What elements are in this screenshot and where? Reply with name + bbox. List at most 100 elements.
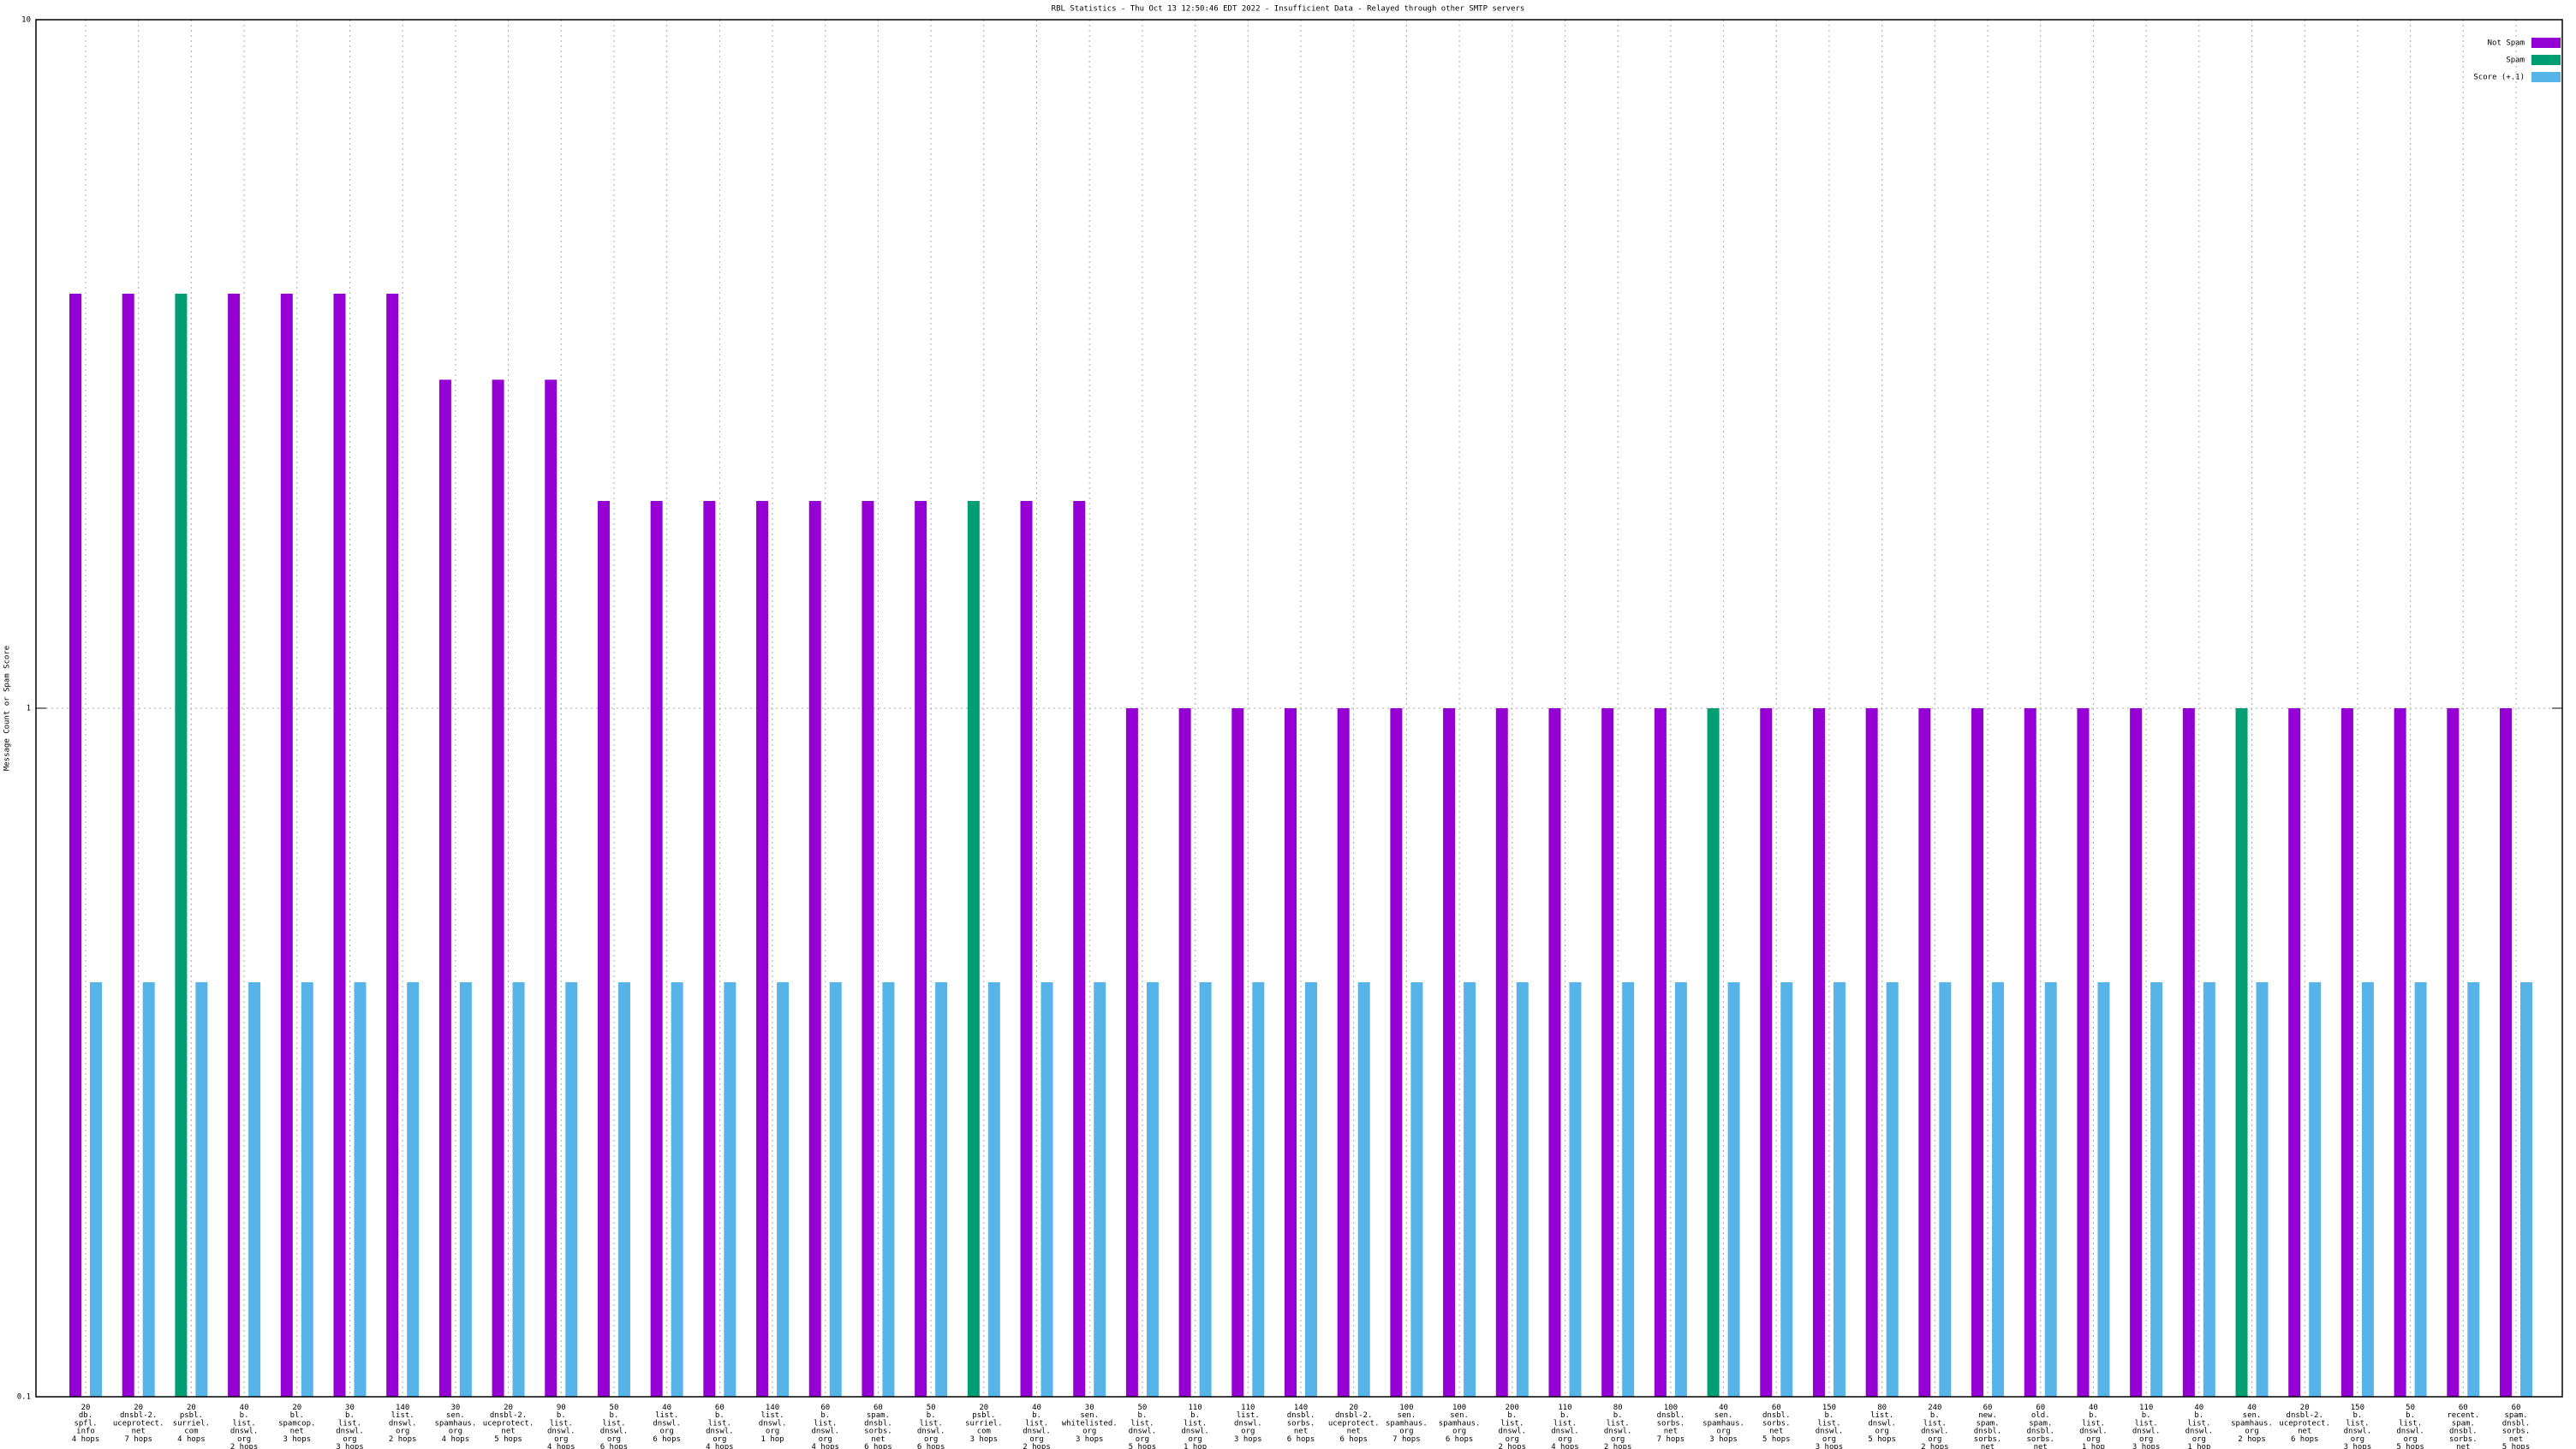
x-tick-label: 150 b. list. dnswl. org 3 hops bbox=[2344, 1404, 2372, 1449]
bar bbox=[565, 981, 578, 1397]
bar bbox=[2340, 708, 2353, 1397]
bar bbox=[386, 293, 399, 1398]
y-axis-label: Message Count or Spam Score bbox=[3, 646, 12, 771]
bar bbox=[703, 500, 716, 1397]
bar bbox=[1390, 708, 1403, 1397]
bar bbox=[1337, 708, 1350, 1397]
x-tick-label: 30 sen. spamhaus. org 4 hops bbox=[434, 1404, 476, 1444]
bar bbox=[1178, 708, 1191, 1397]
x-tick-label: 80 b. list. dnswl. org 2 hops bbox=[1604, 1404, 1632, 1449]
x-tick-label: 20 psbl. surriel. com 4 hops bbox=[173, 1404, 210, 1444]
bar bbox=[935, 981, 948, 1397]
bar bbox=[1780, 981, 1793, 1397]
x-tick-label: 200 b. list. dnswl. org 2 hops bbox=[1499, 1404, 1527, 1449]
bar bbox=[69, 293, 81, 1398]
x-tick-label: 100 sen. spamhaus. org 7 hops bbox=[1386, 1404, 1428, 1444]
x-tick-label: 50 b. list. dnswl. org 5 hops bbox=[1129, 1404, 1157, 1449]
bar bbox=[1992, 981, 2005, 1397]
x-tick-label: 110 list. dnswl. org 3 hops bbox=[1234, 1404, 1262, 1444]
bar bbox=[724, 981, 736, 1397]
legend-swatch bbox=[2531, 38, 2561, 48]
bar bbox=[1231, 708, 1244, 1397]
bar bbox=[280, 293, 293, 1398]
bar bbox=[1041, 981, 1053, 1397]
bar bbox=[512, 981, 525, 1397]
bar bbox=[2500, 708, 2512, 1397]
bar bbox=[1443, 708, 1456, 1397]
legend-label: Not Spam bbox=[2488, 39, 2525, 48]
bar bbox=[2077, 708, 2090, 1397]
bar bbox=[301, 981, 313, 1397]
bar bbox=[2520, 981, 2532, 1397]
bar bbox=[882, 981, 895, 1397]
bar bbox=[90, 981, 102, 1397]
bar bbox=[862, 500, 874, 1397]
bar bbox=[545, 379, 558, 1397]
bar bbox=[1125, 708, 1138, 1397]
bar bbox=[2288, 708, 2301, 1397]
bar bbox=[1833, 981, 1846, 1397]
x-tick-label: 140 dnsbl. sorbs. net 6 hops bbox=[1287, 1404, 1315, 1444]
bar bbox=[1622, 981, 1635, 1397]
x-tick-label: 110 b. list. dnswl. org 4 hops bbox=[1551, 1404, 1579, 1449]
chart-title: RBL Statistics - Thu Oct 13 12:50:46 EDT… bbox=[1052, 5, 1525, 14]
bar bbox=[1707, 708, 1720, 1397]
legend-label: Score (+.1) bbox=[2473, 74, 2525, 82]
bar bbox=[1464, 981, 1476, 1397]
x-tick-label: 60 spam. dnsbl. sorbs. net 6 hops bbox=[864, 1404, 892, 1449]
legend-swatch bbox=[2531, 72, 2561, 82]
bar bbox=[2414, 981, 2427, 1397]
bar bbox=[1199, 981, 1212, 1397]
x-tick-label: 90 b. list. dnswl. org 4 hops bbox=[547, 1404, 575, 1449]
bar bbox=[1410, 981, 1423, 1397]
legend-swatch bbox=[2531, 55, 2561, 65]
x-tick-label: 80 list. dnswl. org 5 hops bbox=[1868, 1404, 1896, 1444]
x-tick-label: 40 b. list. dnswl. org 2 hops bbox=[1023, 1404, 1051, 1449]
bar bbox=[2044, 981, 2057, 1397]
bar bbox=[2467, 981, 2480, 1397]
x-tick-label: 100 sen. spamhaus. org 6 hops bbox=[1439, 1404, 1481, 1444]
bar bbox=[2097, 981, 2110, 1397]
y-tick-label: 0.1 bbox=[17, 1393, 31, 1402]
bar bbox=[2309, 981, 2322, 1397]
x-tick-label: 40 sen. spamhaus. org 3 hops bbox=[1702, 1404, 1744, 1444]
bar bbox=[2394, 708, 2406, 1397]
x-tick-label: 140 list. dnswl. org 2 hops bbox=[389, 1404, 417, 1444]
bar bbox=[2203, 981, 2215, 1397]
x-tick-label: 110 b. list. dnswl. org 1 hop bbox=[1181, 1404, 1209, 1449]
bar bbox=[195, 981, 208, 1397]
bar bbox=[2130, 708, 2143, 1397]
bar bbox=[122, 293, 134, 1398]
bar bbox=[1727, 981, 1740, 1397]
x-tick-label: 150 b. list. dnswl. org 3 hops bbox=[1816, 1404, 1844, 1449]
bar bbox=[248, 981, 261, 1397]
bar bbox=[2361, 981, 2374, 1397]
x-tick-label: 40 sen. spamhaus. org 2 hops bbox=[2231, 1404, 2273, 1444]
bar bbox=[2447, 708, 2460, 1397]
bar bbox=[1865, 708, 1878, 1397]
x-tick-label: 140 list. dnswl. org 1 hop bbox=[759, 1404, 787, 1444]
x-tick-label: 60 b. list. dnswl. org 4 hops bbox=[706, 1404, 734, 1449]
bar bbox=[438, 379, 451, 1397]
x-tick-label: 40 b. list. dnswl. org 1 hop bbox=[2079, 1404, 2108, 1449]
x-tick-label: 20 db. spfl. info 4 hops bbox=[72, 1404, 100, 1444]
x-tick-label: 40 list. dnswl. org 6 hops bbox=[653, 1404, 681, 1444]
plot-frame bbox=[35, 19, 2563, 1398]
bar bbox=[808, 500, 821, 1397]
y-tick-label: 1 bbox=[27, 705, 31, 713]
bar bbox=[1252, 981, 1265, 1397]
bar bbox=[333, 293, 346, 1398]
bar bbox=[597, 500, 610, 1397]
bar bbox=[671, 981, 683, 1397]
bar bbox=[1601, 708, 1614, 1397]
x-tick-label: 60 dnsbl. sorbs. net 5 hops bbox=[1762, 1404, 1791, 1444]
bar bbox=[915, 500, 927, 1397]
y-tick-label: 10 bbox=[21, 16, 31, 25]
bar bbox=[1073, 500, 1086, 1397]
x-tick-label: 60 b. list. dnswl. org 4 hops bbox=[811, 1404, 839, 1449]
bar bbox=[2256, 981, 2269, 1397]
bar bbox=[407, 981, 420, 1397]
